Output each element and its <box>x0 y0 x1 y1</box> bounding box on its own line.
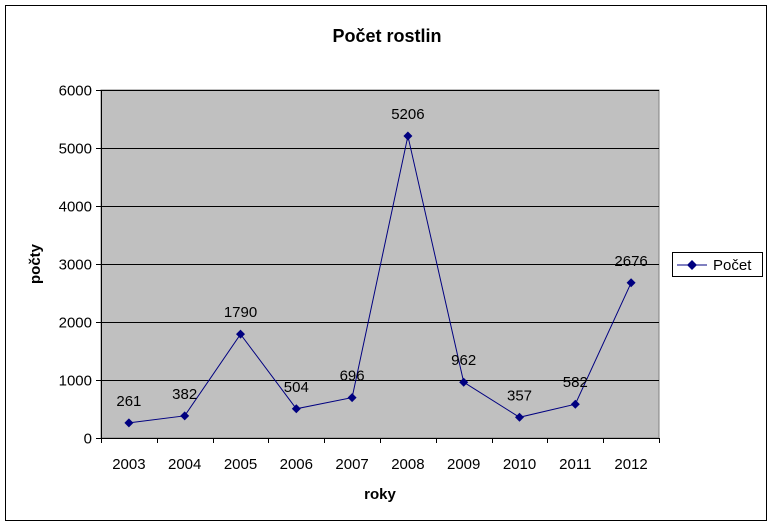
y-tick-label: 1000 <box>59 373 92 390</box>
data-point-2007 <box>347 393 357 403</box>
x-tick-label-2004: 2004 <box>168 456 201 473</box>
data-label-2005: 1790 <box>224 304 257 321</box>
x-tick-label-2012: 2012 <box>614 456 647 473</box>
legend-label: Počet <box>713 257 752 274</box>
x-tick-label-2003: 2003 <box>112 456 145 473</box>
data-point-2004 <box>180 411 190 421</box>
data-point-2011 <box>570 399 580 409</box>
x-tick-label-2007: 2007 <box>335 456 368 473</box>
series-pocet <box>124 131 636 428</box>
data-label-2008: 5206 <box>391 106 424 123</box>
data-label-2009: 962 <box>451 352 476 369</box>
data-point-2006 <box>291 404 301 414</box>
data-point-2005 <box>236 329 245 339</box>
x-tick-label-2005: 2005 <box>224 456 257 473</box>
y-tick-label: 2000 <box>59 315 92 332</box>
data-label-2012: 2676 <box>614 253 647 270</box>
data-point-2003 <box>124 418 134 428</box>
y-axis-title: počty <box>27 243 44 284</box>
x-tick-label-2006: 2006 <box>280 456 313 473</box>
data-label-2004: 382 <box>172 386 197 403</box>
chart-title: Počet rostlin <box>332 26 441 46</box>
x-tick-label-2010: 2010 <box>503 456 536 473</box>
data-label-2010: 357 <box>507 387 532 404</box>
data-point-2008 <box>403 131 413 141</box>
data-point-2010 <box>515 412 524 422</box>
x-tick-label-2009: 2009 <box>447 456 480 473</box>
data-point-2012 <box>626 278 636 288</box>
data-label-2007: 696 <box>340 368 365 385</box>
data-label-2006: 504 <box>284 379 309 396</box>
x-tick-label-2011: 2011 <box>559 456 591 473</box>
x-axis-title: roky <box>364 486 396 503</box>
data-label-2003: 261 <box>116 393 141 410</box>
axes: 0 1000 2000 3000 4000 5000 6000 2003 2004 2005 200… <box>59 83 660 473</box>
y-tick-label: 3000 <box>59 257 92 274</box>
y-tick-label: 5000 <box>59 141 92 158</box>
legend: Počet <box>672 252 763 277</box>
y-tick-label: 4000 <box>59 199 92 216</box>
data-labels: 261 382 1790 504 696 5206 962 357 582 2676 <box>116 106 647 410</box>
y-tick-label: 6000 <box>59 83 92 100</box>
data-point-2009 <box>459 377 469 387</box>
y-tick-label: 0 <box>84 431 92 448</box>
data-label-2011: 582 <box>563 374 588 391</box>
legend-marker-icon <box>687 260 697 270</box>
x-tick-label-2008: 2008 <box>391 456 424 473</box>
series-line <box>128 135 632 424</box>
